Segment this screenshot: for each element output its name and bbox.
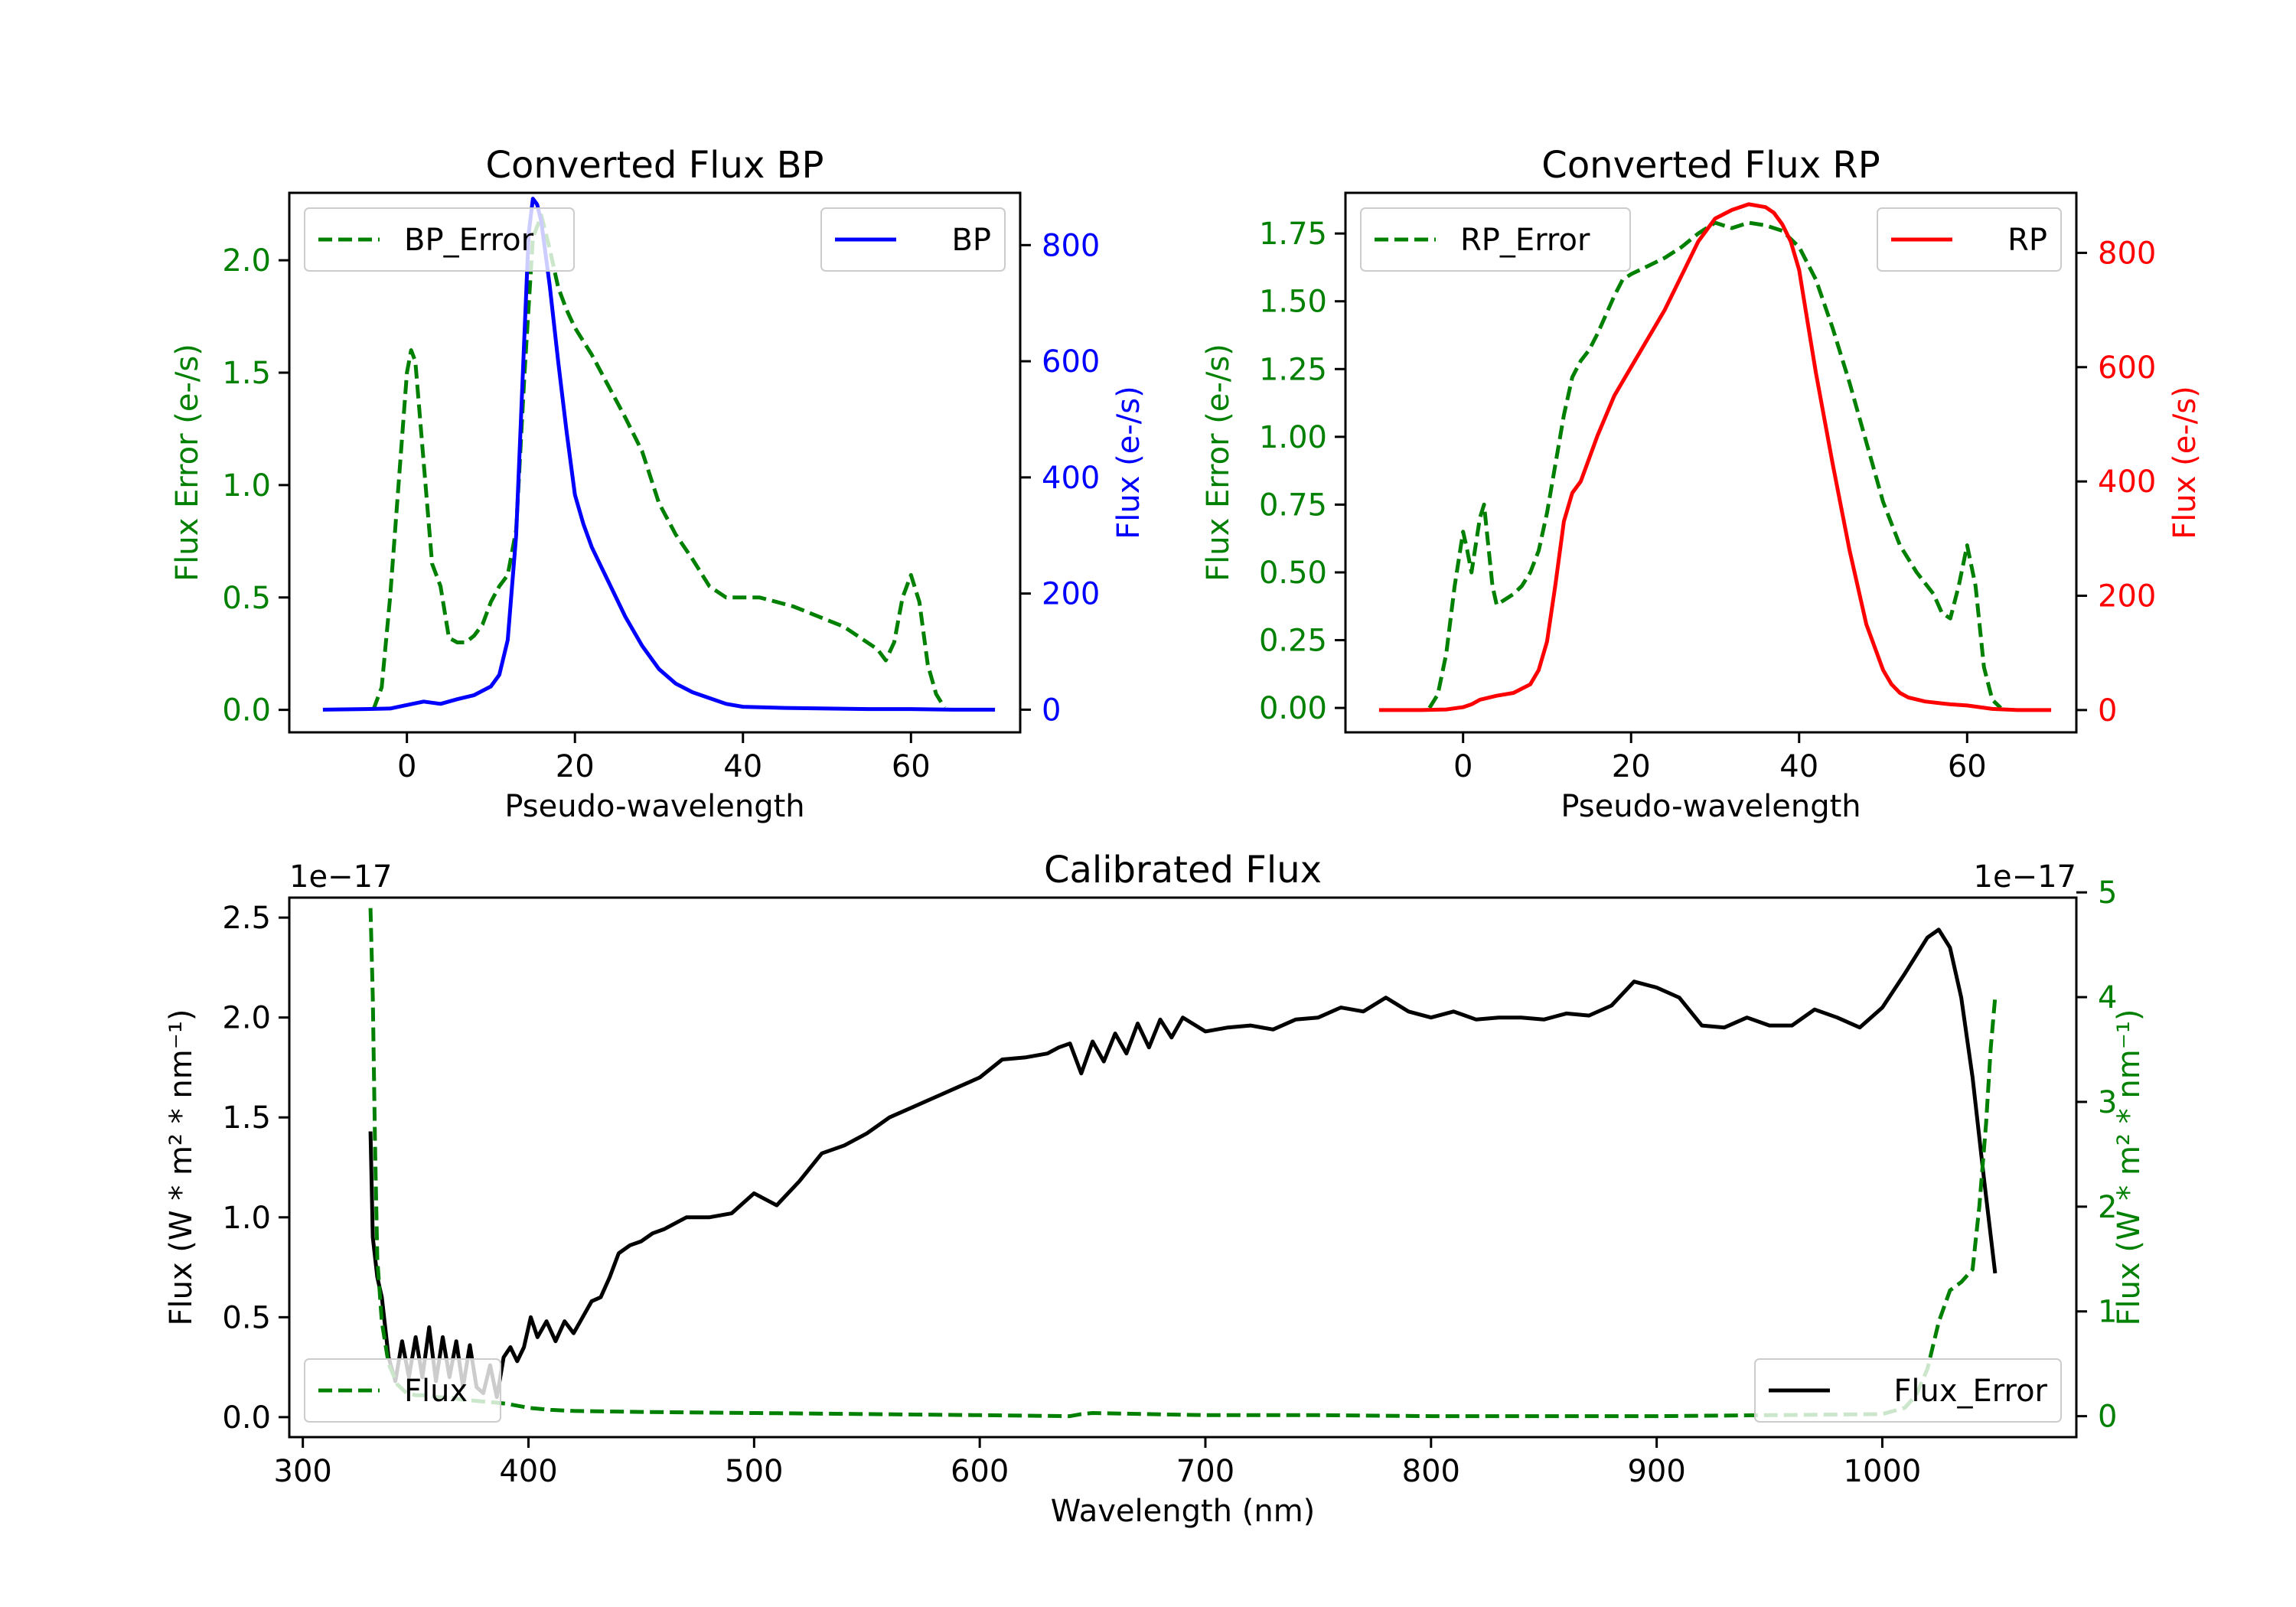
y-right-tick-label: 0 — [1042, 693, 1061, 728]
x-tick-label: 40 — [1779, 749, 1818, 784]
y-right-tick-label: 400 — [1042, 461, 1100, 496]
x-tick-label: 600 — [951, 1454, 1009, 1489]
axes-frame — [1344, 191, 2078, 734]
series-line-rp-error — [1427, 220, 2002, 709]
x-tick-label: 700 — [1176, 1454, 1234, 1489]
x-tick-label: 800 — [1402, 1454, 1460, 1489]
x-tick-label: 0 — [397, 749, 416, 784]
legend-box — [1360, 207, 1631, 272]
x-tick-label: 20 — [1612, 749, 1651, 784]
y-left-tick-label: 1.5 — [222, 356, 271, 391]
x-axis-label: Pseudo-wavelength — [1561, 789, 1861, 824]
x-tick-label: 40 — [723, 749, 762, 784]
y-left-tick-label: 0.5 — [222, 1300, 271, 1335]
legend-label: BP_Error — [404, 223, 534, 258]
y-right-tick-label: 800 — [1042, 228, 1100, 263]
legend-label: BP — [951, 223, 991, 258]
legend-label: RP — [2007, 223, 2047, 258]
y-right-axis-label: Flux (e-/s) — [2167, 386, 2203, 539]
x-tick-label: 0 — [1453, 749, 1473, 784]
legend-label: Flux_Error — [1893, 1374, 2047, 1409]
y-left-tick-label: 2.5 — [222, 901, 271, 936]
y-left-tick-label: 1.25 — [1259, 352, 1327, 387]
legend-box — [1877, 207, 2062, 272]
y-right-axis-label: Flux (W * m² * nm⁻¹) — [2112, 1009, 2147, 1326]
x-axis-label: Pseudo-wavelength — [504, 789, 804, 824]
legend-box — [304, 1358, 501, 1423]
series-line-rp — [1378, 202, 2052, 712]
y-right-tick-label: 800 — [2098, 236, 2156, 271]
y-left-tick-label: 1.50 — [1259, 285, 1327, 320]
y-right-offset-text: 1e−17 — [1974, 859, 2076, 895]
y-left-axis-label: Flux (W * m² * nm⁻¹) — [164, 1009, 199, 1326]
y-left-tick-label: 0.5 — [222, 581, 271, 616]
y-right-tick-label: 0 — [2098, 693, 2117, 729]
x-tick-label: 300 — [274, 1454, 332, 1489]
legend-box — [304, 207, 575, 272]
y-left-tick-label: 0.75 — [1259, 487, 1327, 523]
legend-label: Flux — [404, 1374, 468, 1409]
y-left-tick-label: 0.50 — [1259, 556, 1327, 591]
series-line-bp-error — [371, 213, 947, 711]
y-left-tick-label: 0.0 — [222, 1400, 271, 1436]
y-left-offset-text: 1e−17 — [289, 859, 392, 895]
x-tick-label: 400 — [499, 1454, 557, 1489]
y-left-tick-label: 0.00 — [1259, 691, 1327, 726]
x-tick-label: 1000 — [1844, 1454, 1922, 1489]
legend-label: RP_Error — [1460, 223, 1590, 258]
axes-frame — [288, 896, 2078, 1439]
y-left-tick-label: 2.0 — [222, 1001, 271, 1036]
y-left-tick-label: 1.5 — [222, 1100, 271, 1136]
legend-box — [820, 207, 1006, 272]
y-right-tick-label: 600 — [2098, 350, 2156, 386]
y-right-tick-label: 3 — [2098, 1085, 2117, 1120]
y-right-tick-label: 200 — [2098, 579, 2156, 614]
x-tick-label: 20 — [556, 749, 595, 784]
x-tick-label: 60 — [892, 749, 931, 784]
y-left-tick-label: 0.25 — [1259, 624, 1327, 659]
y-left-tick-label: 1.0 — [222, 1201, 271, 1236]
legend-box — [1754, 1358, 2062, 1423]
y-right-tick-label: 2 — [2098, 1190, 2117, 1225]
chart-title: Calibrated Flux — [1044, 849, 1322, 892]
chart-title: Converted Flux BP — [486, 144, 824, 187]
x-axis-label: Wavelength (nm) — [1051, 1494, 1316, 1529]
y-right-tick-label: 4 — [2098, 980, 2117, 1015]
panel-converted-flux-bp: Converted Flux BP 0 20 40 60 Pseudo-wavelengt… — [170, 144, 1146, 824]
y-right-tick-label: 0 — [2098, 1400, 2117, 1435]
x-tick-label: 500 — [725, 1454, 783, 1489]
axes-frame — [288, 191, 1022, 734]
y-left-tick-label: 1.00 — [1259, 420, 1327, 455]
y-right-tick-label: 600 — [1042, 344, 1100, 380]
y-right-tick-label: 400 — [2098, 464, 2156, 500]
x-tick-label: 900 — [1627, 1454, 1685, 1489]
y-left-tick-label: 0.0 — [222, 693, 271, 729]
y-right-tick-label: 1 — [2098, 1295, 2117, 1330]
y-left-axis-label: Flux Error (e-/s) — [170, 344, 205, 582]
x-tick-label: 60 — [1948, 749, 1987, 784]
y-left-tick-label: 1.0 — [222, 468, 271, 504]
y-right-axis-label: Flux (e-/s) — [1111, 386, 1146, 539]
y-right-tick-label: 5 — [2098, 875, 2117, 911]
y-left-tick-label: 2.0 — [222, 243, 271, 279]
series-line-flux-error — [368, 908, 1998, 1419]
y-left-axis-label: Flux Error (e-/s) — [1201, 344, 1236, 582]
chart-title: Converted Flux RP — [1541, 144, 1880, 187]
panel-converted-flux-rp: Converted Flux RP 0 20 40 60 Pseudo-wavelengt… — [1201, 144, 2203, 824]
panel-calibrated-flux: Calibrated Flux 300 400 500 600 700 800 900 1000… — [164, 849, 2147, 1529]
y-left-tick-label: 1.75 — [1259, 217, 1327, 252]
series-line-bp — [322, 197, 996, 712]
y-right-tick-label: 200 — [1042, 577, 1100, 612]
